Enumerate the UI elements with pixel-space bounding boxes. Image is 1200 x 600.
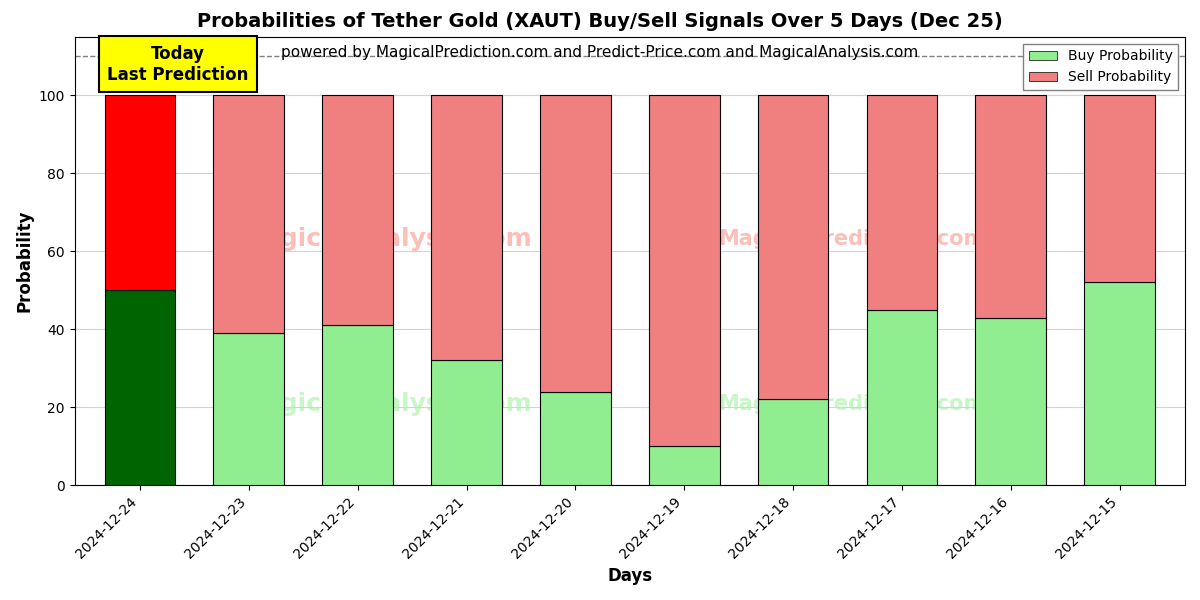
Bar (976, 95, 1046, 317)
Text: MagicalAnalysis.com: MagicalAnalysis.com (239, 392, 533, 416)
Bar (757, 95, 828, 400)
Bar (976, 317, 1046, 485)
Y-axis label: Probability: Probability (16, 210, 34, 313)
Bar (104, 290, 175, 485)
Bar (214, 333, 284, 485)
Bar (649, 95, 720, 446)
Bar (431, 95, 502, 361)
Text: Probabilities of Tether Gold (XAUT) Buy/Sell Signals Over 5 Days (Dec 25): Probabilities of Tether Gold (XAUT) Buy/… (197, 12, 1003, 31)
Bar (323, 95, 394, 325)
Legend: Buy Probability, Sell Probability: Buy Probability, Sell Probability (1024, 44, 1178, 90)
Text: Today
Last Prediction: Today Last Prediction (107, 45, 248, 83)
Bar (1085, 95, 1156, 283)
Bar (431, 361, 502, 485)
Bar (540, 392, 611, 485)
Bar (540, 95, 611, 392)
Bar (649, 446, 720, 485)
X-axis label: Days: Days (607, 567, 653, 585)
Bar (866, 310, 937, 485)
Bar (323, 325, 394, 485)
Bar (214, 95, 284, 333)
Text: MagicalAnalysis.com: MagicalAnalysis.com (239, 227, 533, 251)
Bar (104, 95, 175, 290)
Text: powered by MagicalPrediction.com and Predict-Price.com and MagicalAnalysis.com: powered by MagicalPrediction.com and Pre… (281, 45, 919, 60)
Bar (757, 400, 828, 485)
Text: MagicalPrediction.com: MagicalPrediction.com (719, 229, 985, 248)
Bar (1085, 283, 1156, 485)
Bar (866, 95, 937, 310)
Text: MagicalPrediction.com: MagicalPrediction.com (719, 394, 985, 415)
